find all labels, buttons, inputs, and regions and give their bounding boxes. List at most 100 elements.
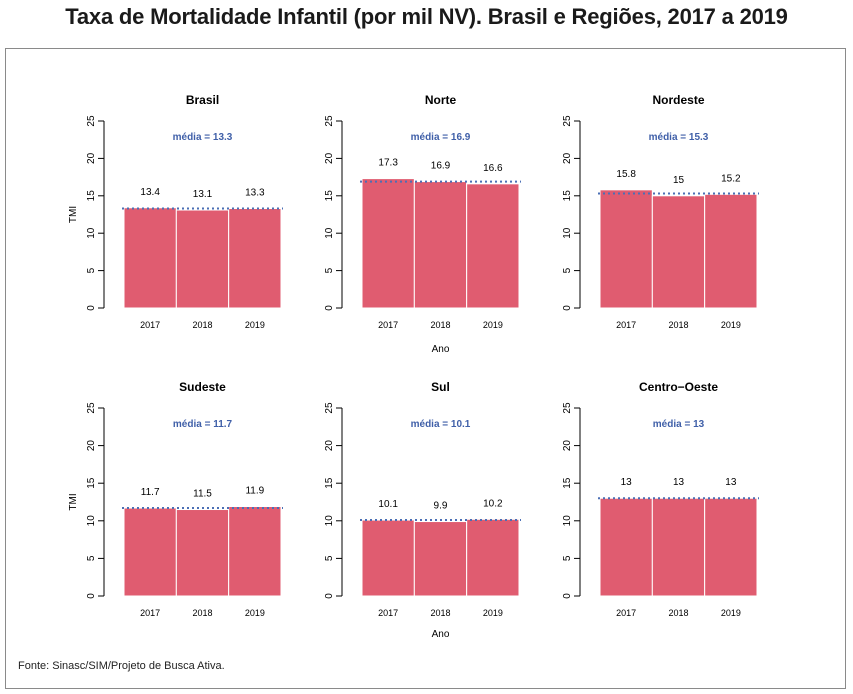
bar-centro-oeste-2019 [704, 497, 758, 597]
bar-centro-oeste-2017 [599, 497, 653, 597]
y-tick-label-sudeste: 25 [86, 402, 97, 414]
bar-brasil-2019 [228, 208, 282, 309]
bar-sudeste-2019 [228, 506, 282, 597]
bar-sudeste-2018 [175, 509, 230, 597]
y-tick-label-norte: 0 [324, 305, 335, 311]
panel-title-sul: Sul [431, 380, 450, 394]
x-tick-label-nordeste: 2017 [616, 320, 636, 330]
y-tick-label-sul: 25 [324, 402, 335, 414]
y-tick-label-brasil: 0 [86, 305, 97, 311]
y-tick-label-centro-oeste: 20 [562, 440, 573, 452]
bar-sul-2018 [413, 521, 468, 597]
bar-brasil-2018 [175, 209, 230, 309]
bar-sul-2017 [361, 519, 415, 597]
y-tick-label-sudeste: 15 [86, 477, 97, 489]
y-tick-label-sudeste: 5 [86, 555, 97, 561]
y-tick-label-brasil: 25 [86, 115, 97, 127]
bar-nordeste-2019 [704, 193, 758, 309]
y-tick-label-sul: 0 [324, 593, 335, 599]
y-tick-label-sudeste: 0 [86, 593, 97, 599]
y-tick-label-centro-oeste: 25 [562, 402, 573, 414]
panel-title-sudeste: Sudeste [179, 380, 226, 394]
y-tick-label-nordeste: 0 [562, 305, 573, 311]
page-title: Taxa de Mortalidade Infantil (por mil NV… [65, 4, 788, 29]
x-tick-label-sudeste: 2018 [192, 608, 212, 618]
value-label-nordeste-2019: 15.2 [721, 173, 741, 184]
y-tick-label-brasil: 10 [86, 227, 97, 239]
value-label-brasil-2018: 13.1 [193, 189, 213, 200]
y-tick-label-brasil: 15 [86, 190, 97, 202]
y-tick-label-norte: 25 [324, 115, 335, 127]
x-tick-label-norte: 2017 [378, 320, 398, 330]
value-label-norte-2018: 16.9 [431, 161, 451, 172]
value-label-nordeste-2018: 15 [673, 175, 685, 186]
value-label-brasil-2019: 13.3 [245, 188, 265, 199]
value-label-sul-2017: 10.1 [378, 499, 398, 510]
value-label-sudeste-2018: 11.5 [193, 489, 212, 500]
x-tick-label-sul: 2018 [430, 608, 450, 618]
y-tick-label-nordeste: 15 [562, 190, 573, 202]
mean-label-centro-oeste: média = 13 [653, 419, 705, 430]
mean-label-sul: média = 10.1 [411, 419, 471, 430]
y-tick-label-centro-oeste: 10 [562, 515, 573, 527]
x-tick-label-sul: 2017 [378, 608, 398, 618]
value-label-norte-2017: 17.3 [378, 158, 398, 169]
y-tick-label-centro-oeste: 5 [562, 555, 573, 561]
value-label-centro-oeste-2017: 13 [621, 477, 633, 488]
x-tick-label-norte: 2019 [483, 320, 503, 330]
panel-title-centro-oeste: Centro−Oeste [639, 380, 718, 394]
x-tick-label-centro-oeste: 2019 [721, 608, 741, 618]
chart-frame [5, 48, 846, 689]
value-label-brasil-2017: 13.4 [140, 187, 160, 198]
x-tick-label-brasil: 2018 [192, 320, 212, 330]
x-tick-label-brasil: 2017 [140, 320, 160, 330]
y-axis-label-sudeste: TMI [68, 493, 79, 510]
y-tick-label-sudeste: 10 [86, 515, 97, 527]
x-tick-label-sudeste: 2017 [140, 608, 160, 618]
panel-title-brasil: Brasil [186, 93, 219, 107]
x-tick-label-nordeste: 2019 [721, 320, 741, 330]
y-tick-label-norte: 10 [324, 227, 335, 239]
mean-label-brasil: média = 13.3 [173, 132, 233, 143]
value-label-sul-2018: 9.9 [434, 501, 448, 512]
bar-nordeste-2018 [651, 195, 706, 309]
x-tick-label-nordeste: 2018 [668, 320, 688, 330]
x-tick-label-norte: 2018 [430, 320, 450, 330]
y-tick-label-sudeste: 20 [86, 440, 97, 452]
value-label-nordeste-2017: 15.8 [616, 169, 636, 180]
x-tick-label-centro-oeste: 2017 [616, 608, 636, 618]
y-tick-label-centro-oeste: 15 [562, 477, 573, 489]
y-tick-label-nordeste: 25 [562, 115, 573, 127]
y-tick-label-brasil: 5 [86, 267, 97, 273]
y-tick-label-nordeste: 10 [562, 227, 573, 239]
source-note: Fonte: Sinasc/SIM/Projeto de Busca Ativa… [18, 660, 225, 672]
value-label-norte-2019: 16.6 [483, 163, 503, 174]
bar-norte-2017 [361, 178, 415, 309]
x-axis-label-norte: Ano [432, 344, 450, 355]
mean-label-sudeste: média = 11.7 [173, 419, 233, 430]
x-tick-label-brasil: 2019 [245, 320, 265, 330]
value-label-sudeste-2017: 11.7 [141, 487, 160, 498]
x-axis-label-sul: Ano [432, 629, 450, 640]
y-tick-label-sul: 20 [324, 440, 335, 452]
value-label-sudeste-2019: 11.9 [245, 486, 264, 497]
value-label-sul-2019: 10.2 [483, 498, 503, 509]
value-label-centro-oeste-2018: 13 [673, 477, 685, 488]
x-tick-label-sul: 2019 [483, 608, 503, 618]
value-label-centro-oeste-2019: 13 [725, 477, 737, 488]
x-tick-label-centro-oeste: 2018 [668, 608, 688, 618]
y-tick-label-norte: 15 [324, 190, 335, 202]
y-tick-label-nordeste: 20 [562, 152, 573, 164]
y-tick-label-brasil: 20 [86, 152, 97, 164]
bar-sul-2019 [466, 518, 520, 597]
panel-title-norte: Norte [425, 93, 457, 107]
mean-label-norte: média = 16.9 [411, 132, 471, 143]
y-tick-label-sul: 15 [324, 477, 335, 489]
y-tick-label-nordeste: 5 [562, 267, 573, 273]
y-axis-label-brasil: TMI [68, 206, 79, 223]
y-tick-label-centro-oeste: 0 [562, 593, 573, 599]
bar-nordeste-2017 [599, 189, 653, 309]
bar-brasil-2017 [123, 207, 177, 309]
bar-norte-2019 [466, 183, 520, 309]
